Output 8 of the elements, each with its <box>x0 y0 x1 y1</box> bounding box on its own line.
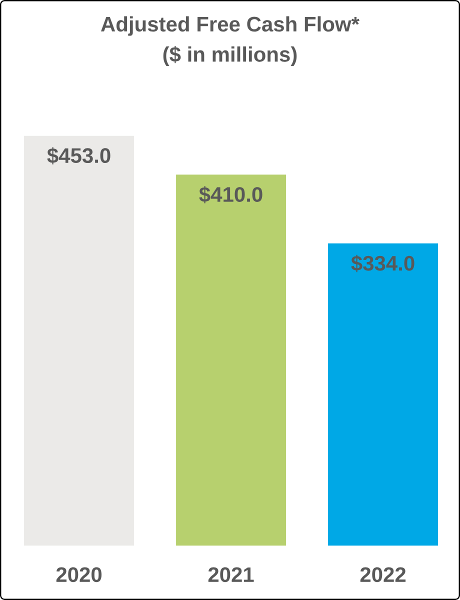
x-tick-label: 2020 <box>56 567 102 582</box>
chart-title: Adjusted Free Cash Flow* <box>100 16 360 36</box>
x-tick-label: 2022 <box>360 567 406 582</box>
data-label: $410.0 <box>199 186 262 204</box>
x-tick-label: 2021 <box>208 567 254 582</box>
chart-subtitle: ($ in millions) <box>163 46 297 66</box>
data-label: $334.0 <box>351 254 414 272</box>
data-label: $453.0 <box>47 147 110 164</box>
